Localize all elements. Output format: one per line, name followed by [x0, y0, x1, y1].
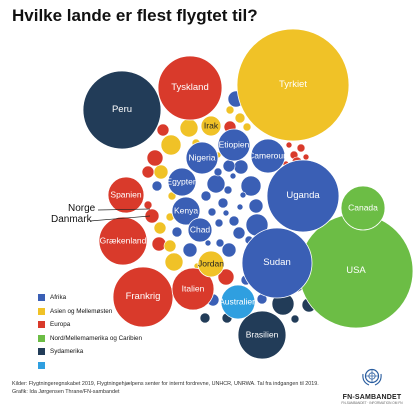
legend-swatch	[38, 294, 45, 302]
callout-danmark: Danmark	[51, 214, 92, 225]
bubble-unlabeled	[151, 180, 163, 192]
bubble-australien	[220, 284, 256, 320]
bubble-unlabeled	[290, 314, 300, 324]
bubble-unlabeled	[204, 239, 212, 247]
bubble-unlabeled	[229, 172, 237, 180]
legend-swatch	[38, 334, 45, 342]
bubble-unlabeled	[213, 167, 223, 177]
callout-norge: Norge	[68, 203, 96, 214]
bubble-chad	[187, 217, 213, 243]
credit-line: Grafik: Ida Jørgensen Thrane/FN-sambande…	[12, 388, 120, 395]
bubble-tyskland	[157, 55, 223, 121]
legend-item-asien: Asien og Mellemøsten	[38, 305, 142, 319]
bubble-unlabeled	[285, 141, 293, 149]
bubble-tyrkiet	[236, 28, 350, 142]
bubble-unlabeled	[223, 185, 233, 195]
bubble-unlabeled	[240, 175, 262, 197]
bubble-unlabeled	[215, 238, 225, 248]
sources: Kilder: Flygtningeregnskabet 2019, Flygt…	[12, 381, 319, 396]
bubble-unlabeled	[144, 208, 160, 224]
bubble-peru	[82, 70, 162, 150]
bubble-unlabeled	[182, 242, 198, 258]
bubble-unlabeled	[296, 143, 306, 153]
un-emblem-icon	[362, 368, 382, 386]
bubble-canada	[340, 185, 386, 231]
bubble-unlabeled	[242, 122, 252, 132]
bubble-unlabeled	[153, 164, 169, 180]
bubble-egypten	[167, 167, 197, 197]
fn-sambandet-logo: FN-SAMBANDET FN-SAMBANDET · INFORMATION …	[336, 366, 408, 405]
legend-swatch	[38, 348, 45, 356]
legend-label: Nord/Mellemamerika og Caribien	[50, 334, 143, 342]
legend-label: Sydamerika	[50, 348, 84, 356]
norge-callout-line	[97, 208, 151, 211]
chart-title: Hvilke lande er flest flygtet til?	[12, 6, 258, 25]
bubble-unlabeled	[164, 252, 184, 272]
bubble-unlabeled	[153, 221, 167, 235]
bubble-unlabeled	[146, 149, 164, 167]
bubble-unlabeled	[236, 203, 244, 211]
bubble-italien	[171, 267, 215, 311]
bubble-nigeria	[185, 141, 219, 175]
bubble-etiopien	[217, 128, 251, 162]
bubble-jordan	[197, 250, 225, 278]
legend-item-europa: Europa	[38, 318, 142, 332]
legend-item-nordamerika: Nord/Mellemamerika og Caribien	[38, 332, 142, 346]
bubble-unlabeled	[200, 190, 212, 202]
bubble-irak	[200, 115, 222, 137]
legend-label: Asien og Mellemøsten	[50, 307, 113, 315]
legend-item-oceanien	[38, 359, 142, 373]
legend-label: Afrika	[50, 294, 67, 302]
bubble-brasilien	[237, 310, 287, 360]
bubble-unlabeled	[214, 218, 224, 228]
bubble-unlabeled	[221, 242, 237, 258]
bubble-sudan	[241, 227, 313, 299]
bubble-spanien	[107, 176, 145, 214]
legend: Afrika Asien og Mellemøsten Europa Nord/…	[38, 291, 142, 372]
bubble-unlabeled	[199, 312, 211, 324]
danmark-callout-line	[89, 215, 151, 222]
bubble-unlabeled	[171, 226, 183, 238]
bubble-unlabeled	[163, 239, 177, 253]
legend-swatch	[38, 321, 45, 329]
bubble-cameroun	[250, 138, 286, 174]
bubble-unlabeled	[217, 197, 229, 209]
bubble-unlabeled	[248, 198, 264, 214]
bubble-unlabeled	[228, 215, 240, 227]
legend-item-afrika: Afrika	[38, 291, 142, 305]
legend-item-sydamerika: Sydamerika	[38, 345, 142, 359]
bubble-grækenland	[98, 216, 148, 266]
bubble-unlabeled	[239, 191, 247, 199]
bubble-unlabeled	[217, 268, 235, 286]
bubble-unlabeled	[207, 207, 217, 217]
bubble-unlabeled	[225, 105, 235, 115]
bubble-unlabeled	[160, 134, 182, 156]
bubble-unlabeled	[222, 209, 230, 217]
bubble-kenya	[171, 196, 201, 226]
bubble-unlabeled	[232, 226, 246, 240]
source-line: Kilder: Flygtningeregnskabet 2019, Flygt…	[12, 381, 319, 387]
legend-swatch	[38, 361, 45, 369]
bubble-frankrig	[112, 266, 174, 328]
bubble-unlabeled	[156, 123, 170, 137]
legend-label: Europa	[50, 321, 71, 329]
legend-swatch	[38, 307, 45, 315]
logo-subtitle: FN-SAMBANDET · INFORMATION OM FN	[341, 401, 403, 405]
bubble-unlabeled	[234, 112, 246, 124]
bubble-uganda	[266, 159, 340, 233]
logo-name: FN-SAMBANDET	[342, 394, 402, 401]
